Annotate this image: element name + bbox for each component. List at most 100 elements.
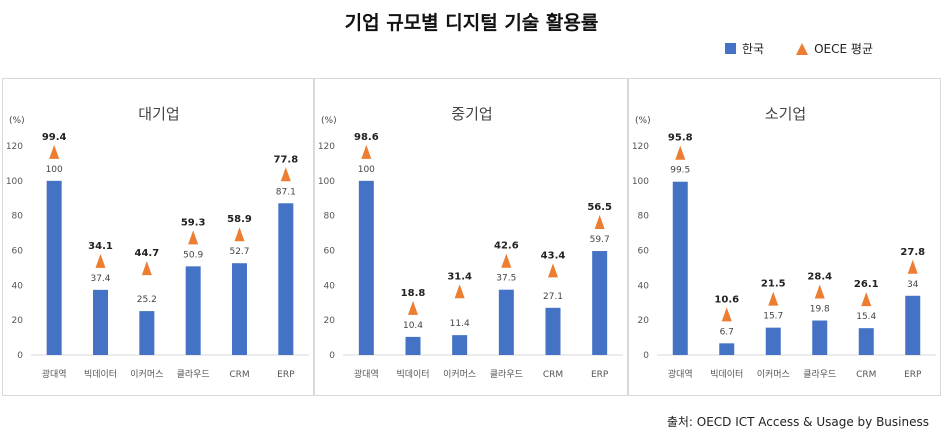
bar-value-label: 11.4	[450, 319, 470, 329]
oecd-value-label: 26.1	[854, 279, 879, 290]
bar-value-label: 52.7	[229, 247, 249, 257]
y-tick-label: 80	[638, 212, 650, 222]
oecd-marker	[768, 291, 779, 306]
x-tick-label: 이커머스	[130, 369, 163, 380]
y-tick-label: 20	[324, 316, 336, 326]
y-axis-unit: (%)	[635, 116, 651, 126]
y-tick-label: 20	[638, 316, 650, 326]
oecd-marker	[188, 230, 199, 245]
y-tick-label: 0	[643, 351, 649, 361]
y-tick-label: 100	[632, 177, 649, 187]
oecd-marker	[234, 227, 245, 242]
oecd-marker	[95, 253, 106, 268]
bar-korea	[672, 181, 688, 355]
bar-value-label: 27.1	[543, 292, 563, 302]
bar-korea	[545, 307, 561, 355]
y-tick-label: 60	[324, 247, 336, 257]
bar-value-label: 34	[907, 280, 919, 290]
bar-korea	[765, 327, 781, 355]
panel-title: 소기업	[765, 105, 806, 123]
legend-item-korea: 한국	[725, 40, 764, 57]
chart-medium-svg: 중기업 (%) 0 20 40 60 80 100 120 100 98.6 광대역 10.4 18.8 빅…	[318, 105, 623, 380]
y-tick-label: 80	[324, 212, 336, 222]
oecd-marker	[594, 215, 605, 230]
bar-value-label: 25.2	[137, 295, 157, 305]
oecd-value-label: 28.4	[807, 272, 832, 283]
x-tick-label: 빅데이터	[396, 369, 429, 380]
oecd-marker	[721, 307, 732, 322]
y-tick-label: 100	[6, 177, 23, 187]
bar-korea	[46, 180, 62, 355]
oecd-value-label: 27.8	[900, 247, 925, 258]
panel-title: 대기업	[138, 105, 179, 123]
bar-korea	[185, 266, 201, 355]
panel-title: 중기업	[451, 105, 492, 123]
y-tick-label: 100	[318, 177, 335, 187]
bar-value-label: 37.5	[496, 274, 516, 284]
oecd-marker	[454, 284, 465, 299]
x-tick-label: 광대역	[668, 368, 693, 380]
oecd-value-label: 58.9	[227, 214, 252, 225]
y-tick-label: 0	[329, 351, 335, 361]
oecd-marker	[548, 263, 558, 278]
legend-item-oecd: OECE 평균	[796, 40, 873, 57]
y-tick-label: 40	[638, 281, 650, 291]
bar-korea	[812, 320, 828, 355]
oecd-value-label: 42.6	[494, 241, 519, 252]
bar-korea	[592, 251, 608, 355]
oecd-marker	[675, 145, 686, 160]
bar-value-label: 15.4	[856, 312, 876, 322]
chart-small-svg: 소기업 (%) 0 20 40 60 80 100 120 99.5 95.8 광대역 6.7 10.6 빅…	[632, 105, 936, 380]
y-axis-unit: (%)	[321, 116, 337, 126]
y-tick-label: 60	[12, 247, 24, 257]
bar-value-label: 100	[46, 165, 63, 175]
bar-korea	[139, 311, 155, 355]
oecd-marker	[861, 292, 872, 307]
bar-value-label: 100	[358, 165, 375, 175]
legend-swatch-triangle	[796, 42, 809, 55]
legend-swatch-bar	[725, 43, 737, 54]
chart-panel-large: 대기업 (%) 0 20 40 60 80 100 120 100 99.4 광대역 37.4 34.1 빅…	[2, 78, 314, 396]
oecd-marker	[280, 167, 291, 182]
chart-title: 기업 규모별 디지털 기술 활용률	[344, 12, 599, 34]
source-note: 출처: OECD ICT Access & Usage by Business	[666, 415, 929, 429]
x-tick-label: CRM	[856, 370, 876, 380]
oecd-value-label: 59.3	[181, 217, 206, 228]
oecd-value-label: 43.4	[541, 250, 566, 261]
y-tick-label: 120	[632, 142, 649, 152]
x-tick-label: 클라우드	[803, 369, 836, 380]
bar-korea	[232, 263, 247, 355]
x-tick-label: CRM	[229, 370, 249, 380]
bar-value-label: 99.5	[670, 166, 690, 176]
oecd-value-label: 21.5	[761, 279, 786, 290]
oecd-value-label: 31.4	[447, 271, 472, 282]
oecd-marker	[49, 144, 60, 159]
x-tick-label: 클라우드	[490, 369, 523, 380]
bar-korea	[905, 295, 921, 355]
bar-value-label: 50.9	[183, 250, 203, 260]
x-tick-label: 광대역	[354, 368, 379, 380]
oecd-marker	[361, 144, 372, 159]
bar-value-label: 6.7	[720, 327, 734, 337]
x-tick-label: 빅데이터	[710, 369, 743, 380]
chart-panel-medium: 중기업 (%) 0 20 40 60 80 100 120 100 98.6 광대역 10.4 18.8 빅…	[314, 78, 628, 396]
oecd-value-label: 44.7	[134, 248, 159, 259]
oecd-marker	[408, 300, 418, 315]
x-tick-label: 이커머스	[757, 369, 790, 380]
oecd-marker	[141, 261, 152, 276]
x-tick-label: 이커머스	[443, 369, 476, 380]
y-tick-label: 60	[638, 247, 650, 257]
x-tick-label: CRM	[543, 370, 563, 380]
bar-korea	[278, 203, 294, 355]
x-tick-label: 클라우드	[177, 369, 210, 380]
bar-korea	[93, 289, 108, 355]
bar-korea	[405, 336, 421, 355]
x-tick-label: 광대역	[42, 368, 67, 380]
oecd-value-label: 56.5	[587, 202, 612, 213]
y-tick-label: 80	[12, 212, 24, 222]
y-tick-label: 40	[324, 281, 336, 291]
oecd-value-label: 34.1	[88, 241, 113, 252]
x-tick-label: ERP	[277, 370, 295, 380]
oecd-value-label: 77.8	[273, 154, 298, 165]
legend-label-korea: 한국	[742, 42, 765, 56]
